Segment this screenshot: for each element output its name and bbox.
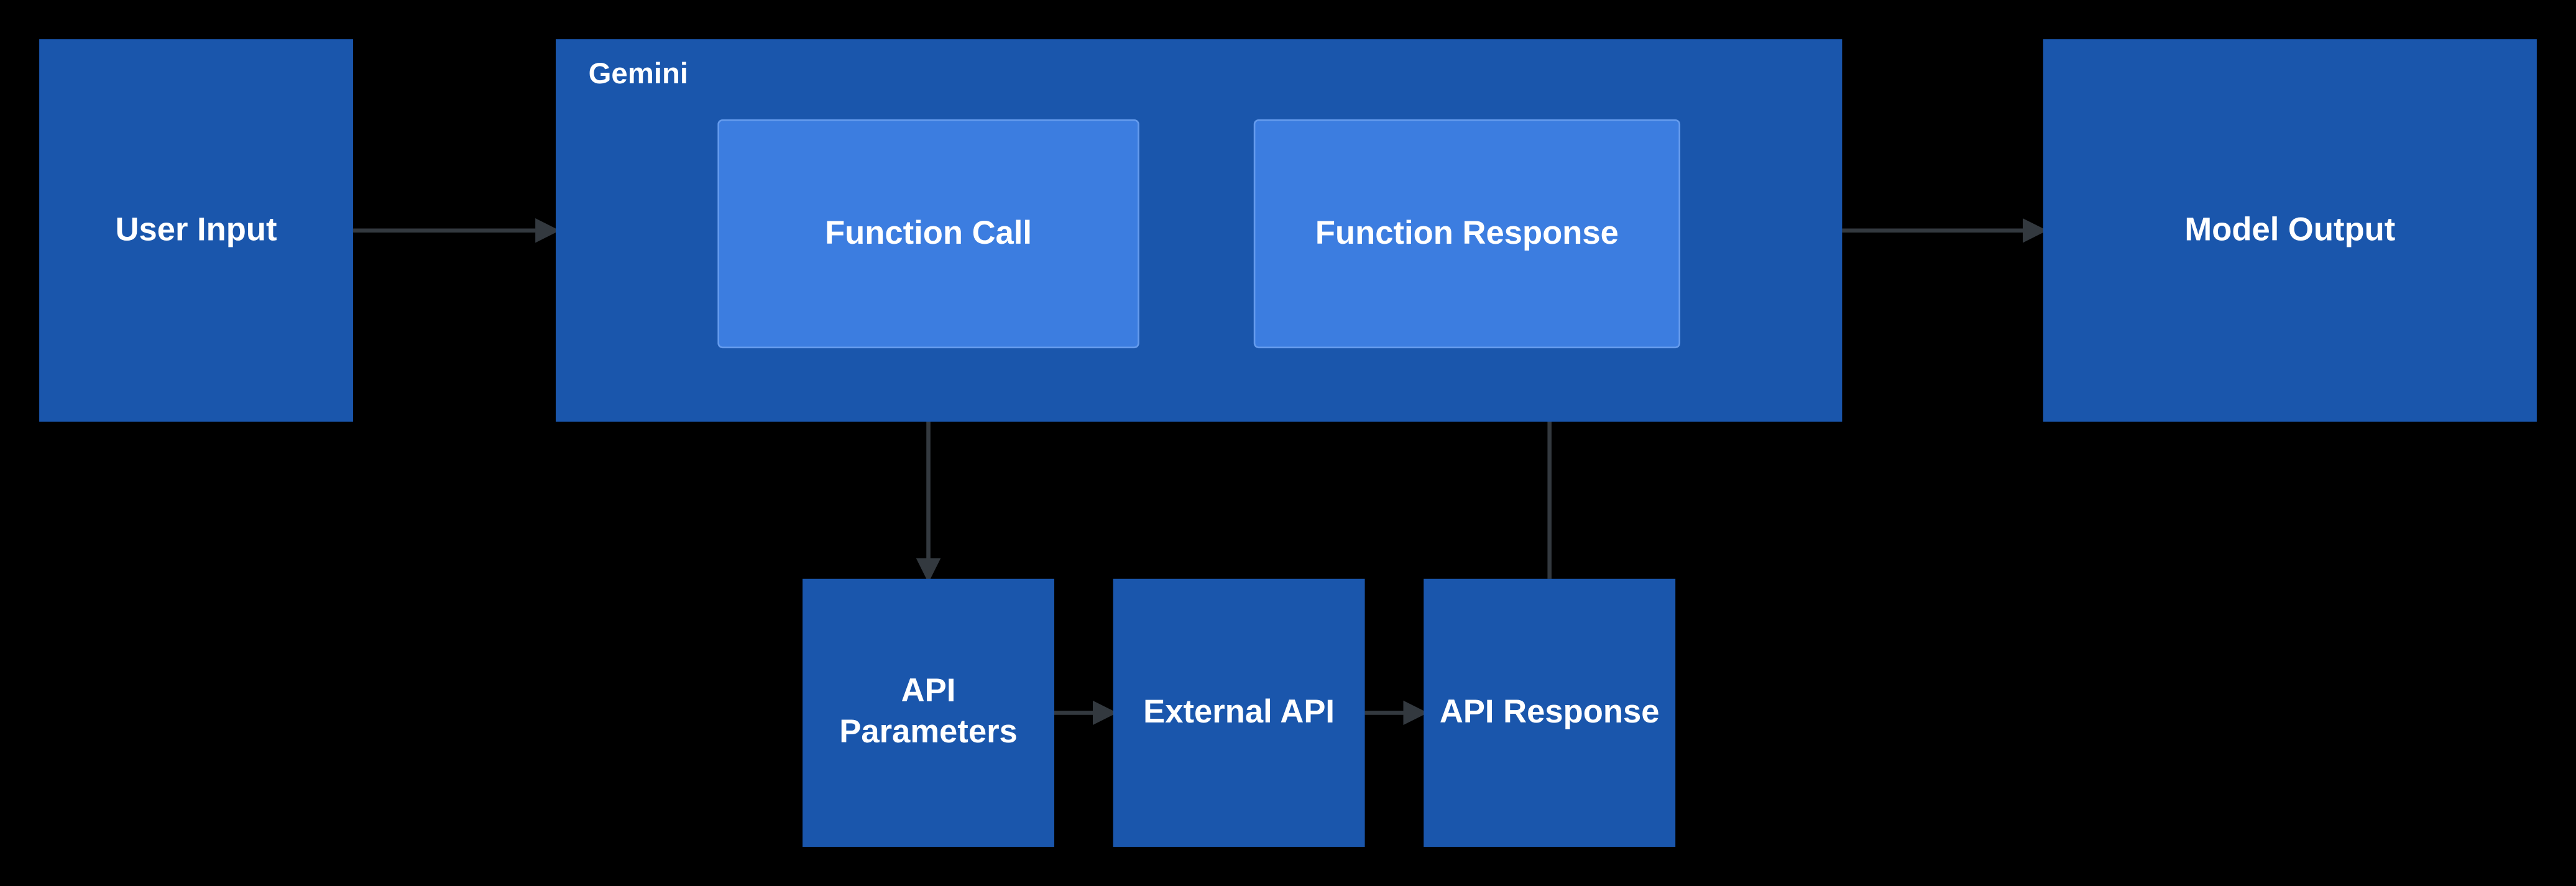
node-external-api: External API [1113, 579, 1365, 847]
container-label-gemini-container: Gemini [589, 55, 688, 92]
node-function-call: Function Call [717, 119, 1139, 348]
node-label-model-output: Model Output [2184, 210, 2395, 251]
node-label-user-input: User Input [115, 210, 277, 251]
node-api-parameters: API Parameters [803, 579, 1054, 847]
diagram-canvas: User Input Gemini Function Call Function Re… [0, 0, 2576, 886]
node-label-api-parameters: API Parameters [816, 672, 1041, 754]
node-label-function-call: Function Call [825, 213, 1032, 254]
node-api-response: API Response [1424, 579, 1675, 847]
node-model-output: Model Output [2043, 39, 2537, 422]
node-function-response: Function Response [1254, 119, 1680, 348]
node-label-function-response: Function Response [1315, 213, 1619, 254]
node-user-input: User Input [39, 39, 353, 422]
node-label-api-response: API Response [1440, 693, 1660, 734]
node-label-external-api: External API [1143, 693, 1335, 734]
